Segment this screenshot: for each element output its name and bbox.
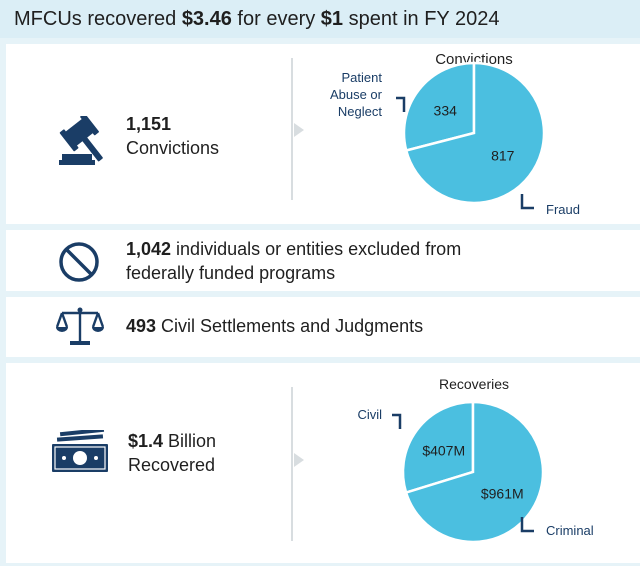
civil-number: 493 <box>126 316 157 336</box>
gavel-icon <box>59 116 103 165</box>
prohibited-icon <box>59 242 99 282</box>
legend-label: Civil <box>357 407 382 422</box>
legend-connector <box>520 517 534 533</box>
legend-connector <box>520 194 534 210</box>
pie-slice-0 <box>402 61 476 153</box>
slice-value-label: 817 <box>491 147 515 163</box>
convictions-stat: 1,151 Convictions <box>126 112 219 160</box>
divider-line <box>291 58 293 200</box>
convictions-label: Convictions <box>126 138 220 158</box>
title-amount: $3.46 <box>181 8 232 30</box>
title-post: spent in FY 2024 <box>343 8 500 30</box>
recovered-number: $1.4 <box>128 431 164 451</box>
legend-label: Patient <box>342 70 383 85</box>
pie-slice-1 <box>404 61 546 205</box>
exclusions-stat: 1,042 individuals or entities excluded f… <box>126 237 461 285</box>
slice-value-label: $961M <box>481 486 524 502</box>
title-unit: $1 <box>320 8 344 30</box>
convictions-card: 1,151 Convictions Convictions 334 817 Patie… <box>6 44 640 224</box>
recovered-line1: Billion <box>163 431 217 451</box>
legend-label: Criminal <box>546 523 594 538</box>
exclusions-number: 1,042 <box>126 239 172 259</box>
page-title: MFCUs recovered $3.46 for every $1 spent… <box>0 0 640 38</box>
chart-title: Convictions <box>435 51 513 68</box>
exclusions-line2: federally funded programs <box>126 263 336 283</box>
recovered-line2: Recovered <box>128 455 216 475</box>
scales-icon <box>56 307 104 345</box>
legend-connector <box>392 413 402 429</box>
convictions-number: 1,151 <box>126 114 172 134</box>
civil-label: Civil Settlements and Judgments <box>156 316 424 336</box>
divider-line <box>291 387 293 541</box>
money-icon <box>52 430 108 472</box>
pie-slice-1 <box>404 400 545 544</box>
exclusions-line1: individuals or entities excluded from <box>171 239 462 259</box>
title-mid: for every <box>231 8 321 30</box>
recoveries-pie-chart: Recoveries $407M $961M Civil Criminal <box>357 376 594 544</box>
title-pre: MFCUs recovered <box>14 8 182 30</box>
recovered-stat: $1.4 Billion Recovered <box>128 429 216 477</box>
recovered-card: $1.4 Billion Recovered Recoveries $407M $9… <box>6 363 640 563</box>
legend-label: Abuse or <box>330 87 383 102</box>
arrow-right-icon <box>294 453 304 467</box>
convictions-pie-chart: Convictions 334 817 Patient Abuse or Neglect F… <box>330 51 580 217</box>
legend-connector <box>396 96 406 112</box>
chart-title: Recoveries <box>439 376 509 392</box>
legend-label: Neglect <box>338 104 382 119</box>
pie-slice-0 <box>401 400 475 495</box>
arrow-right-icon <box>294 123 304 137</box>
legend-label: Fraud <box>546 202 580 217</box>
exclusions-card: 1,042 individuals or entities excluded f… <box>6 230 640 291</box>
civil-stat: 493 Civil Settlements and Judgments <box>126 314 423 338</box>
civil-card: 493 Civil Settlements and Judgments <box>6 297 640 357</box>
slice-value-label: $407M <box>422 442 465 458</box>
slice-value-label: 334 <box>434 103 458 119</box>
